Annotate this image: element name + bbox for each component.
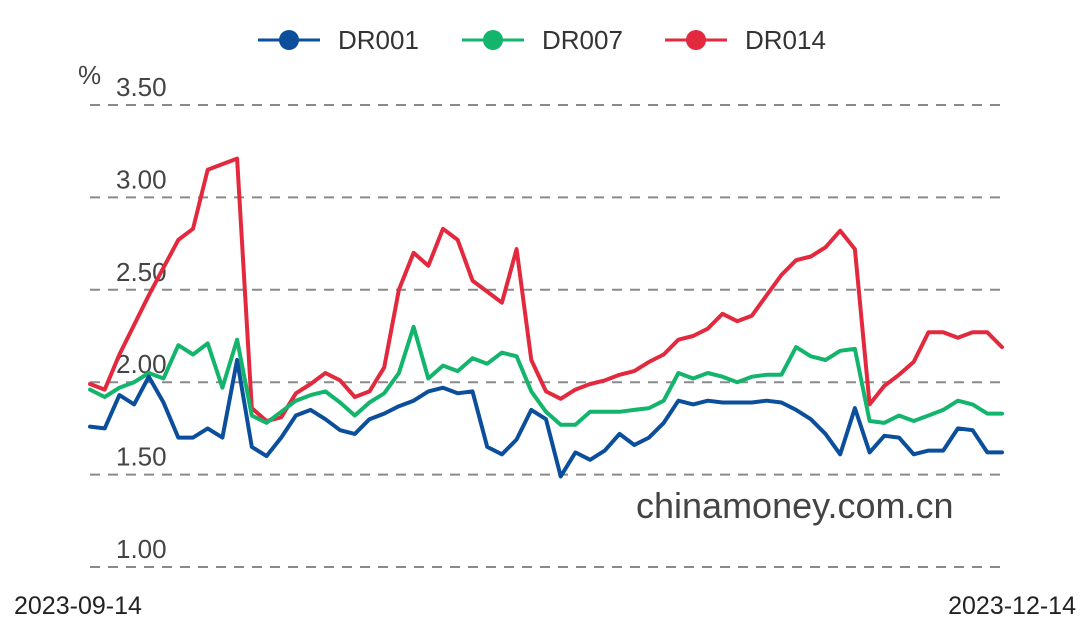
y-tick-label: 3.50 bbox=[116, 72, 167, 102]
series-line-dr007 bbox=[88, 324, 1004, 427]
legend-swatch-dot-dr007 bbox=[483, 30, 503, 50]
legend: DR001 DR007 DR014 bbox=[258, 25, 826, 55]
y-tick-label: 1.00 bbox=[116, 534, 167, 564]
y-tick-label: 2.00 bbox=[116, 349, 167, 379]
legend-label-dr001: DR001 bbox=[338, 25, 419, 55]
y-axis-unit: % bbox=[78, 60, 101, 90]
watermark: chinamoney.com.cn bbox=[636, 485, 953, 526]
series-line-dr014 bbox=[88, 156, 1004, 423]
x-axis-end-label: 2023-12-14 bbox=[948, 592, 1076, 620]
y-tick-label: 3.00 bbox=[116, 164, 167, 194]
x-axis-start-label: 2023-09-14 bbox=[14, 592, 142, 620]
legend-label-dr007: DR007 bbox=[542, 25, 623, 55]
legend-item-dr007[interactable]: DR007 bbox=[462, 25, 623, 55]
legend-item-dr001[interactable]: DR001 bbox=[258, 25, 419, 55]
legend-item-dr014[interactable]: DR014 bbox=[665, 25, 826, 55]
y-axis-ticks: 1.001.502.002.503.003.50 bbox=[116, 72, 167, 564]
legend-swatch-dot-dr001 bbox=[279, 30, 299, 50]
y-tick-label: 1.50 bbox=[116, 442, 167, 472]
legend-label-dr014: DR014 bbox=[745, 25, 826, 55]
series-lines bbox=[88, 156, 1004, 479]
series-line-dr001 bbox=[88, 358, 1004, 479]
legend-swatch-dot-dr014 bbox=[686, 30, 706, 50]
